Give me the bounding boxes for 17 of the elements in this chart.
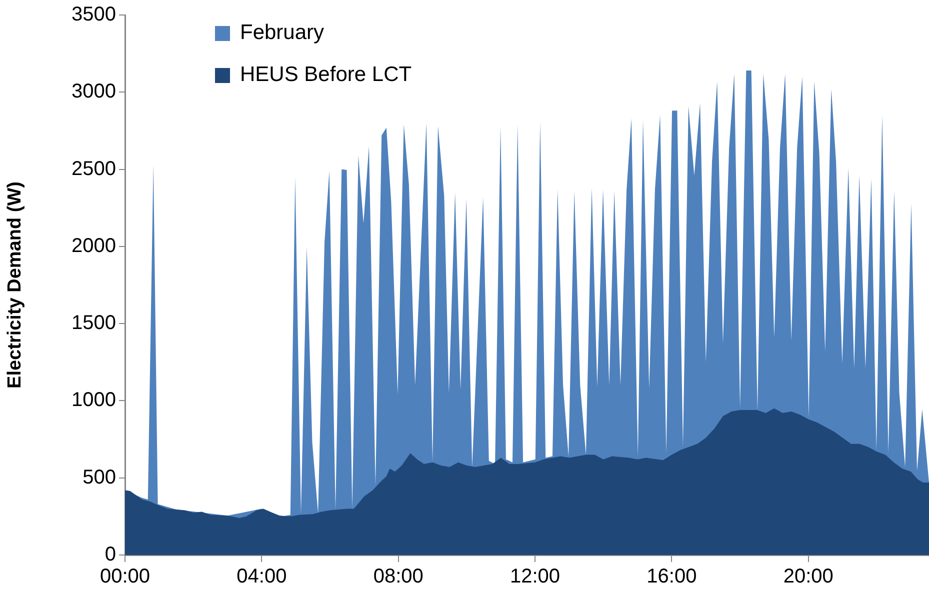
legend-label: HEUS Before LCT <box>240 63 412 87</box>
y-tick-label: 1500 <box>72 312 116 334</box>
x-tick-label: 20:00 <box>783 566 834 588</box>
y-tick-label: 2500 <box>72 158 116 180</box>
y-tick-label: 3000 <box>72 80 116 103</box>
y-tick-label: 2000 <box>72 234 116 257</box>
x-tick-label: 00:00 <box>100 566 150 588</box>
x-tick-label: 08:00 <box>373 566 424 588</box>
x-tick-label: 12:00 <box>510 566 560 588</box>
legend-label: February <box>240 21 324 45</box>
y-axis-title: Electricity Demand (W) <box>4 182 26 388</box>
y-tick-label: 0 <box>104 544 116 566</box>
y-tick-label: 1000 <box>72 389 116 412</box>
x-tick-label: 16:00 <box>646 566 697 588</box>
y-tick-label: 500 <box>82 466 116 488</box>
y-tick-label: 3500 <box>72 4 116 26</box>
x-tick-label: 04:00 <box>236 566 287 588</box>
